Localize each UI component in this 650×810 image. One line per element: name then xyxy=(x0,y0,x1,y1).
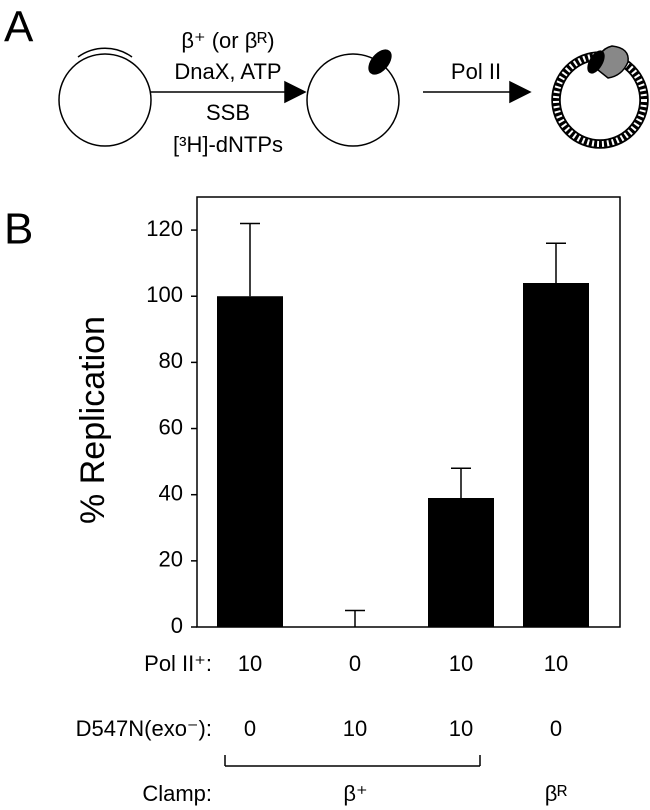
cell: 0 xyxy=(244,716,256,741)
y-tick-label: 20 xyxy=(159,547,183,572)
row-label: Pol II⁺: xyxy=(144,651,212,676)
cell: 0 xyxy=(550,716,562,741)
step-label: [³H]-dNTPs xyxy=(173,132,283,157)
cell: 0 xyxy=(349,651,361,676)
y-tick-label: 60 xyxy=(159,414,183,439)
panel-label: A xyxy=(4,3,34,52)
bar xyxy=(523,283,589,627)
step-label: β⁺ (or βᴿ) xyxy=(181,28,274,53)
y-tick-label: 40 xyxy=(159,481,183,506)
step-label: Pol II xyxy=(451,59,501,84)
cell: 10 xyxy=(449,716,473,741)
panel-label: B xyxy=(4,205,33,254)
cell: βᴿ xyxy=(545,781,568,806)
y-tick-label: 120 xyxy=(146,216,183,241)
cell: β⁺ xyxy=(343,781,367,806)
bar xyxy=(217,296,283,627)
y-axis-label: % Replication xyxy=(74,316,112,524)
y-tick-label: 80 xyxy=(159,348,183,373)
y-tick-label: 100 xyxy=(146,282,183,307)
bar xyxy=(428,498,494,627)
row-label: D547N(exo⁻): xyxy=(76,716,212,741)
step-label: DnaX, ATP xyxy=(174,59,281,84)
row-label: Clamp: xyxy=(142,781,212,806)
cell: 10 xyxy=(544,651,568,676)
cell: 10 xyxy=(238,651,262,676)
diagram xyxy=(58,45,649,767)
y-tick-label: 0 xyxy=(171,613,183,638)
plot-frame xyxy=(196,196,621,628)
step-label: SSB xyxy=(206,100,250,125)
cell: 10 xyxy=(343,716,367,741)
cell: 10 xyxy=(449,651,473,676)
